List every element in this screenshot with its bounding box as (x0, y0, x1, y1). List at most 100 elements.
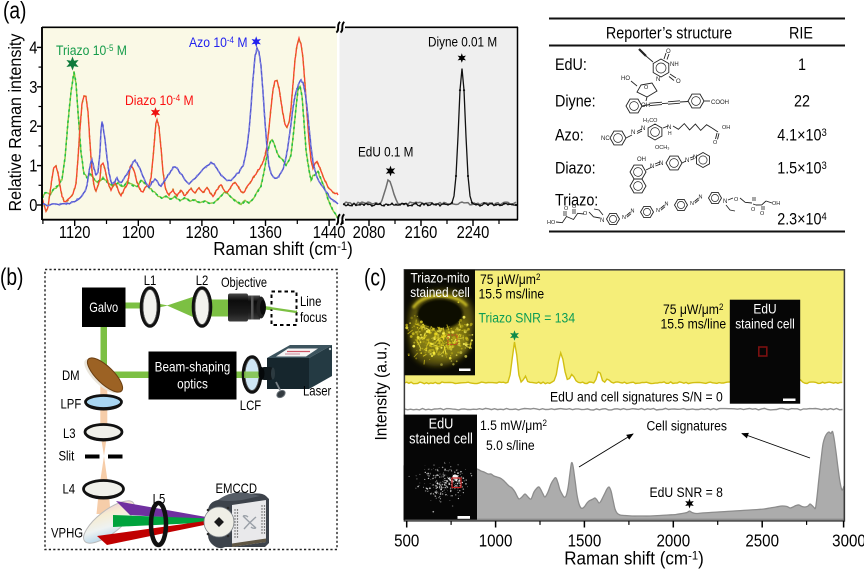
svg-text:N: N (631, 130, 635, 136)
svg-text:(c): (c) (364, 263, 386, 291)
svg-text:3000: 3000 (832, 530, 864, 551)
svg-text:1280: 1280 (186, 223, 219, 242)
svg-text:O: O (644, 85, 649, 91)
svg-text:focus: focus (300, 310, 327, 325)
svg-text:OH: OH (722, 125, 730, 131)
svg-text:O: O (751, 207, 756, 213)
svg-text:Objective: Objective (221, 275, 267, 290)
svg-text:O: O (572, 204, 577, 210)
svg-text:N: N (650, 164, 654, 170)
svg-text:N: N (656, 208, 660, 214)
svg-text:N: N (600, 218, 604, 224)
svg-text:EdU 0.1 M: EdU 0.1 M (358, 145, 413, 160)
svg-text:1.5 mW/μm2: 1.5 mW/μm2 (480, 417, 547, 433)
svg-text:(a): (a) (3, 0, 26, 24)
svg-text:2160: 2160 (405, 223, 438, 242)
svg-text:Raman shift (cm-1): Raman shift (cm-1) (213, 238, 352, 259)
svg-text:O: O (760, 211, 765, 217)
svg-text:Line: Line (300, 294, 321, 309)
svg-text:Triazo SNR = 134: Triazo SNR = 134 (479, 310, 576, 326)
svg-text:NC: NC (601, 136, 610, 142)
svg-text:EdU:: EdU: (555, 56, 587, 74)
svg-text:2000: 2000 (657, 530, 691, 551)
svg-text:N: N (665, 202, 669, 208)
svg-text:O: O (676, 79, 681, 85)
svg-text:15.5 ms/line: 15.5 ms/line (479, 286, 545, 302)
svg-text:N: N (699, 195, 703, 201)
svg-text:2: 2 (29, 117, 37, 136)
svg-text:75 μW/μm2: 75 μW/μm2 (663, 301, 724, 317)
svg-text:2240: 2240 (457, 223, 490, 242)
svg-text:2.3×104: 2.3×104 (777, 211, 827, 229)
svg-text:L3: L3 (63, 426, 76, 441)
svg-text:O: O (713, 140, 718, 146)
svg-text:Diyne:: Diyne: (555, 93, 596, 111)
svg-text:EdU: EdU (753, 301, 776, 317)
svg-text:5.0 s/line: 5.0 s/line (486, 437, 535, 453)
svg-text:optics: optics (177, 377, 208, 392)
svg-text:Cell signatures: Cell signatures (646, 418, 727, 434)
svg-text:Diyne 0.01 M: Diyne 0.01 M (428, 35, 497, 50)
svg-text:Diazo:: Diazo: (555, 160, 596, 178)
svg-text:N: N (690, 201, 694, 207)
svg-text:H₃CO: H₃CO (643, 118, 658, 124)
svg-text:N: N (693, 155, 697, 161)
svg-text:22: 22 (794, 93, 810, 111)
svg-text:Galvo: Galvo (89, 300, 118, 315)
svg-text:RIE: RIE (789, 25, 813, 43)
svg-text:LPF: LPF (60, 397, 81, 412)
svg-text:Triazo-mito: Triazo-mito (410, 270, 469, 286)
svg-text:4: 4 (29, 38, 37, 57)
svg-text:N: N (641, 126, 645, 132)
svg-text:1360: 1360 (249, 223, 282, 242)
svg-text:HO: HO (547, 220, 556, 226)
svg-text:1: 1 (29, 156, 37, 175)
svg-text:HO: HO (621, 76, 630, 82)
svg-text:500: 500 (394, 530, 419, 551)
svg-text:4.1×103: 4.1×103 (777, 127, 827, 145)
svg-text:L2: L2 (196, 273, 209, 288)
svg-text:1: 1 (798, 56, 806, 74)
svg-text:COOH: COOH (711, 100, 729, 106)
svg-text:VPHG: VPHG (51, 526, 83, 541)
svg-text:OH: OH (772, 201, 780, 207)
svg-text:1500: 1500 (568, 530, 602, 551)
svg-text:Laser: Laser (303, 384, 331, 399)
svg-text:stained cell: stained cell (735, 316, 795, 332)
svg-text:EdU: EdU (429, 416, 454, 432)
svg-text:H: H (668, 131, 672, 137)
svg-text:DM: DM (62, 368, 80, 383)
svg-text:N: N (656, 77, 660, 83)
svg-text:3: 3 (29, 78, 37, 97)
svg-text:Slit: Slit (58, 449, 74, 464)
svg-text:stained cell: stained cell (410, 284, 470, 300)
svg-text:N: N (659, 161, 663, 167)
svg-text:L1: L1 (144, 273, 157, 288)
svg-text:1120: 1120 (59, 223, 91, 242)
svg-text:OCH₃: OCH₃ (655, 145, 669, 151)
svg-text:EdU SNR = 8: EdU SNR = 8 (649, 484, 722, 500)
svg-text:N: N (622, 215, 626, 221)
svg-text:2080: 2080 (353, 223, 386, 242)
svg-text:EdU and cell signatures S/N =: EdU and cell signatures S/N = 0 (550, 389, 723, 405)
svg-text:OH: OH (641, 103, 650, 109)
svg-text:O: O (583, 211, 588, 217)
svg-text:L4: L4 (62, 482, 75, 497)
svg-text:Raman shift (cm-1): Raman shift (cm-1) (564, 548, 703, 569)
svg-text:Triazo:: Triazo: (555, 192, 598, 210)
svg-text:N: N (685, 158, 689, 164)
svg-text:NH: NH (670, 62, 679, 68)
svg-text:EMCCD: EMCCD (216, 481, 258, 496)
svg-text:LCF: LCF (240, 398, 262, 413)
svg-text:1440: 1440 (313, 223, 346, 242)
svg-text:1.5×103: 1.5×103 (777, 160, 827, 178)
svg-text:O: O (564, 206, 569, 212)
svg-text:Relative Raman intensity: Relative Raman intensity (5, 33, 25, 211)
svg-text:75 μW/μm2: 75 μW/μm2 (480, 271, 541, 287)
svg-text:1200: 1200 (122, 223, 155, 242)
svg-text:0: 0 (29, 196, 37, 215)
svg-text:Azo:: Azo: (555, 127, 584, 145)
svg-text:(b): (b) (0, 263, 23, 291)
svg-text:O: O (666, 49, 671, 55)
svg-text:N: N (667, 125, 671, 131)
